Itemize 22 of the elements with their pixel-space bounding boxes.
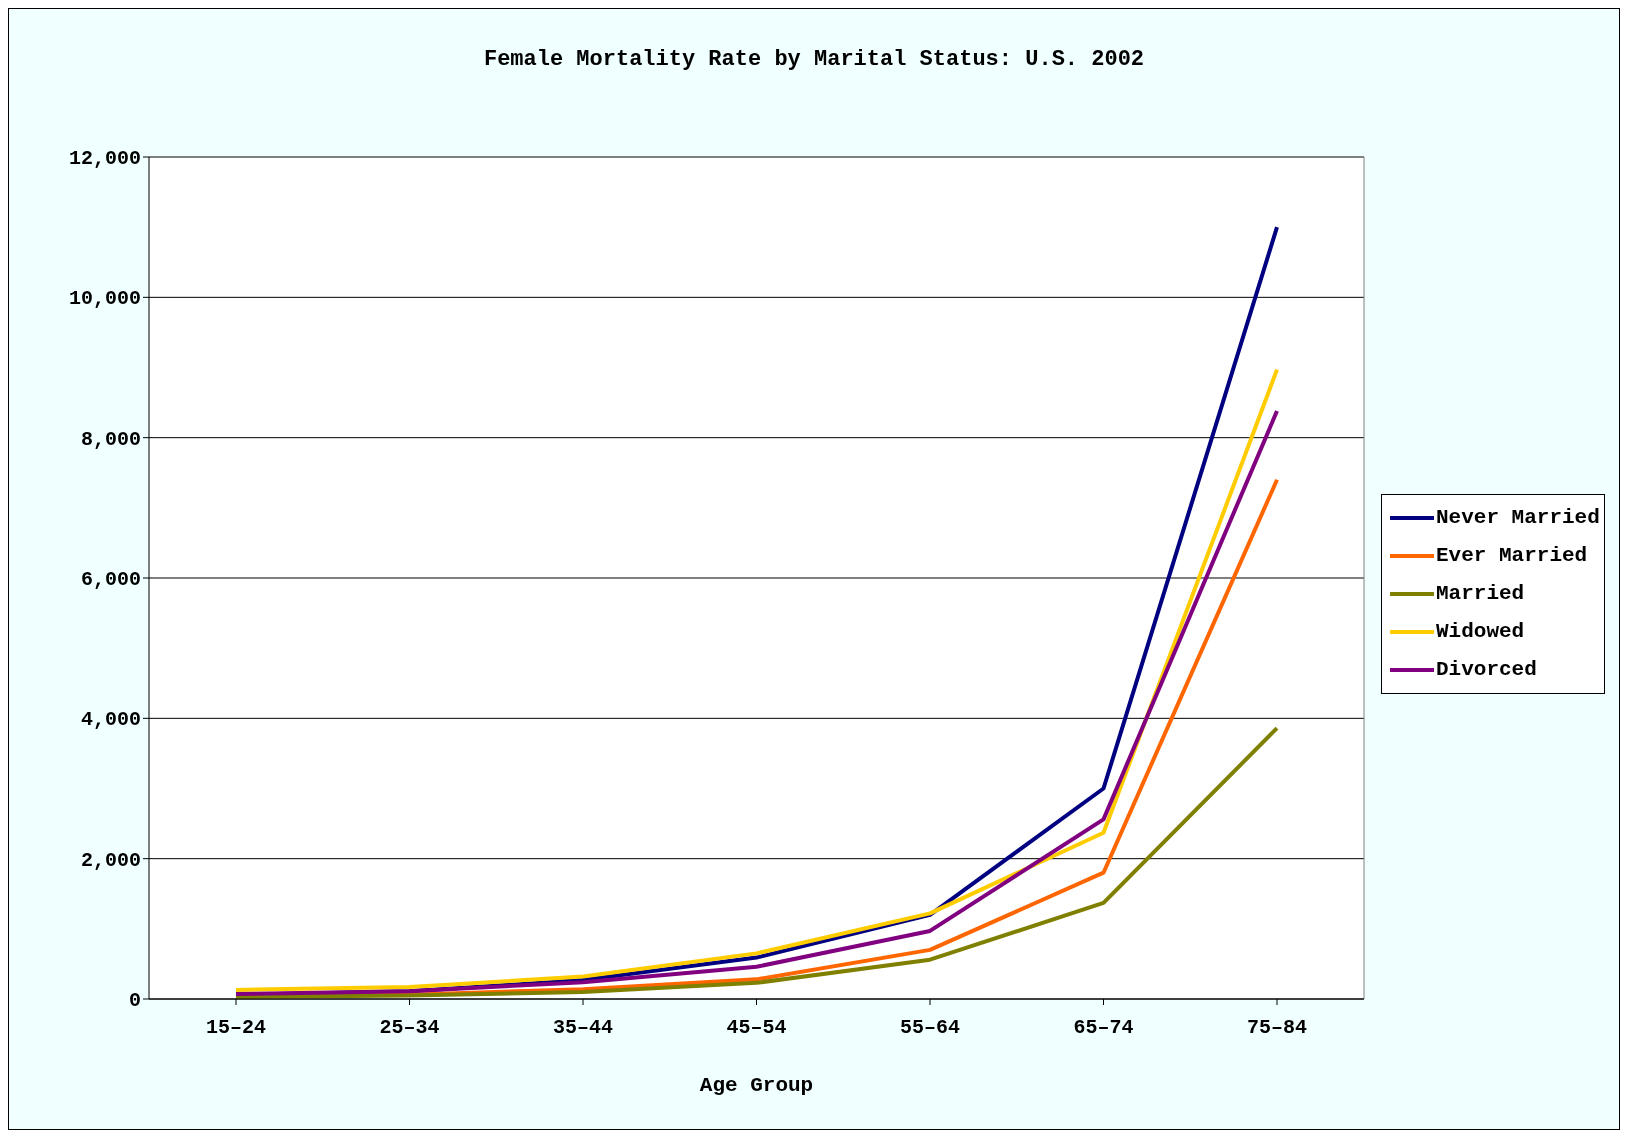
legend-label: Divorced — [1436, 657, 1537, 683]
line-series — [234, 726, 1279, 999]
x-tick-label: 75–84 — [1246, 1016, 1308, 1040]
y-tick-label: 2,000 — [80, 848, 141, 872]
x-tick-label: 45–54 — [726, 1016, 787, 1040]
x-tick-label: 55–64 — [899, 1016, 961, 1040]
y-tick-label: 10,000 — [68, 287, 141, 311]
x-tick-label: 65–74 — [1073, 1016, 1134, 1040]
legend-label: Married — [1436, 581, 1525, 607]
x-axis-title: Age Group — [699, 1074, 814, 1097]
y-tick-label: 8,000 — [80, 427, 141, 451]
chart-title: Female Mortality Rate by Marital Status: U.S. 2002 — [482, 47, 1146, 72]
x-tick-label: 25–34 — [379, 1016, 440, 1040]
legend-label: Widowed — [1436, 619, 1525, 645]
y-tick-label: 0 — [128, 989, 141, 1013]
x-tick-label: 15–24 — [205, 1016, 267, 1040]
x-tick-label: 35–44 — [552, 1016, 614, 1040]
y-tick-label: 12,000 — [68, 147, 141, 171]
legend-label: Ever Married — [1436, 543, 1588, 569]
y-tick-label: 4,000 — [80, 708, 141, 732]
y-tick-label: 6,000 — [80, 568, 141, 592]
legend-label: Never Married — [1436, 505, 1600, 531]
